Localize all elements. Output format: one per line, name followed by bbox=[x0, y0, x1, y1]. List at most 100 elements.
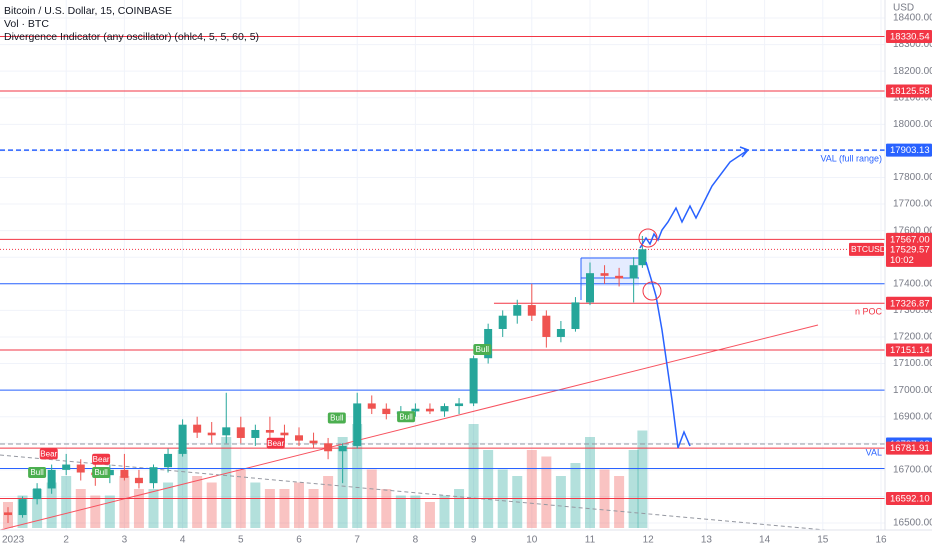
candle-body bbox=[527, 305, 536, 316]
price-tag bbox=[886, 143, 932, 157]
price-tick-label: 18100.00 bbox=[893, 92, 932, 103]
price-tag bbox=[886, 343, 932, 357]
symbol-tag-label: BTCUSD bbox=[851, 244, 886, 254]
price-tag-label: 16592.10 bbox=[890, 494, 930, 505]
volume-bar bbox=[46, 482, 57, 528]
volume-bar bbox=[585, 437, 595, 528]
signal-badge bbox=[28, 467, 47, 479]
candle-body bbox=[542, 315, 551, 337]
signal-badge bbox=[327, 412, 346, 424]
date-label: 14 bbox=[759, 535, 771, 546]
volume-bar bbox=[250, 482, 261, 528]
marker-circle bbox=[638, 228, 658, 248]
candle-body bbox=[469, 358, 478, 404]
candle-body bbox=[367, 403, 376, 409]
candle-body bbox=[425, 408, 434, 412]
volume-bar bbox=[424, 502, 435, 528]
projection-up bbox=[639, 149, 749, 249]
price-tag-label: 17151.14 bbox=[890, 345, 930, 356]
volume-bar bbox=[192, 476, 203, 528]
candle-body bbox=[382, 408, 391, 415]
candle-body bbox=[76, 464, 85, 473]
date-label: 6 bbox=[296, 535, 302, 546]
volume-bar bbox=[410, 495, 421, 528]
volume-bar bbox=[628, 450, 639, 528]
indicator-legend: Divergence Indicator (any oscillator) (o… bbox=[4, 31, 259, 43]
volume-bar bbox=[323, 476, 334, 528]
price-tick-label: 18300.00 bbox=[893, 39, 932, 50]
volume-bar bbox=[279, 489, 290, 528]
volume-bar bbox=[75, 489, 86, 528]
signal-badge bbox=[92, 467, 111, 479]
price-tags: 18330.54 18125.58 17903.13 17567.00 17326.87… bbox=[849, 29, 932, 506]
date-label: 3 bbox=[122, 535, 128, 546]
candle-body bbox=[440, 406, 449, 412]
price-tick-label: 16900.00 bbox=[893, 411, 932, 422]
trend-line-dashed bbox=[0, 454, 826, 531]
volume-bar bbox=[352, 424, 363, 528]
date-label: 13 bbox=[701, 535, 713, 546]
volume-bar bbox=[61, 476, 72, 528]
price-tag-label: 18330.54 bbox=[890, 31, 930, 42]
price-tag-label: 17567.00 bbox=[890, 234, 930, 245]
date-label: 8 bbox=[413, 535, 419, 546]
volume-bar bbox=[206, 482, 217, 528]
candle-body bbox=[411, 408, 420, 412]
countdown-label: 10:02 bbox=[890, 255, 914, 266]
signal-badge bbox=[473, 343, 492, 355]
price-tag-label: 16781.91 bbox=[890, 443, 930, 454]
price-tick-label: 18200.00 bbox=[893, 66, 932, 77]
price-tag bbox=[886, 232, 932, 246]
price-tick-label: 18400.00 bbox=[893, 13, 932, 24]
candle-body bbox=[265, 429, 274, 433]
candle-body bbox=[484, 328, 493, 359]
candle-body bbox=[309, 440, 318, 444]
candle-body bbox=[47, 469, 56, 489]
volume-bar bbox=[381, 489, 392, 528]
volume-bar bbox=[294, 482, 304, 528]
volume-bar bbox=[454, 489, 465, 528]
date-label: 4 bbox=[180, 535, 186, 546]
date-label: 5 bbox=[238, 535, 244, 546]
price-tick-label: 17700.00 bbox=[893, 199, 932, 210]
trend-line bbox=[0, 324, 819, 531]
signal-label: Bull bbox=[330, 414, 344, 423]
candle-body bbox=[571, 302, 580, 329]
volume-bar bbox=[119, 476, 130, 528]
candle-body bbox=[324, 443, 333, 452]
price-tick-label: 17400.00 bbox=[893, 278, 932, 289]
date-label: 15 bbox=[817, 535, 829, 546]
date-label: 16 bbox=[875, 535, 887, 546]
volume-bar bbox=[308, 489, 319, 528]
volume-bar bbox=[177, 450, 188, 528]
volume-bar bbox=[555, 476, 566, 528]
candle-body bbox=[134, 477, 143, 484]
price-tag-label: 17903.13 bbox=[890, 145, 930, 156]
signal-label: Bull bbox=[94, 468, 108, 477]
symbol-title: Bitcoin / U.S. Dollar, 15, COINBASE bbox=[4, 5, 172, 17]
candle-body bbox=[638, 249, 647, 266]
volume-bar bbox=[570, 463, 581, 528]
candle-body bbox=[4, 512, 12, 516]
marker-circle bbox=[642, 281, 662, 301]
current-tag bbox=[886, 242, 932, 267]
price-tick-label: 17300.00 bbox=[893, 305, 932, 316]
date-label: 11 bbox=[585, 535, 596, 546]
volume-bar bbox=[637, 430, 648, 528]
volume-bar bbox=[395, 495, 406, 528]
annotation: VAL (full range) bbox=[820, 153, 882, 163]
annotation: VAL bbox=[866, 447, 882, 457]
price-tick-label: 18000.00 bbox=[893, 119, 932, 130]
candle-body bbox=[629, 265, 638, 279]
candle-body bbox=[164, 453, 173, 468]
candle-body bbox=[207, 432, 216, 436]
candles bbox=[4, 235, 647, 524]
volume-bar bbox=[541, 456, 552, 528]
candle-body bbox=[498, 315, 507, 329]
price-tick-label: 17000.00 bbox=[893, 385, 932, 396]
volume-bar bbox=[264, 489, 275, 528]
volume-bar bbox=[439, 495, 450, 528]
